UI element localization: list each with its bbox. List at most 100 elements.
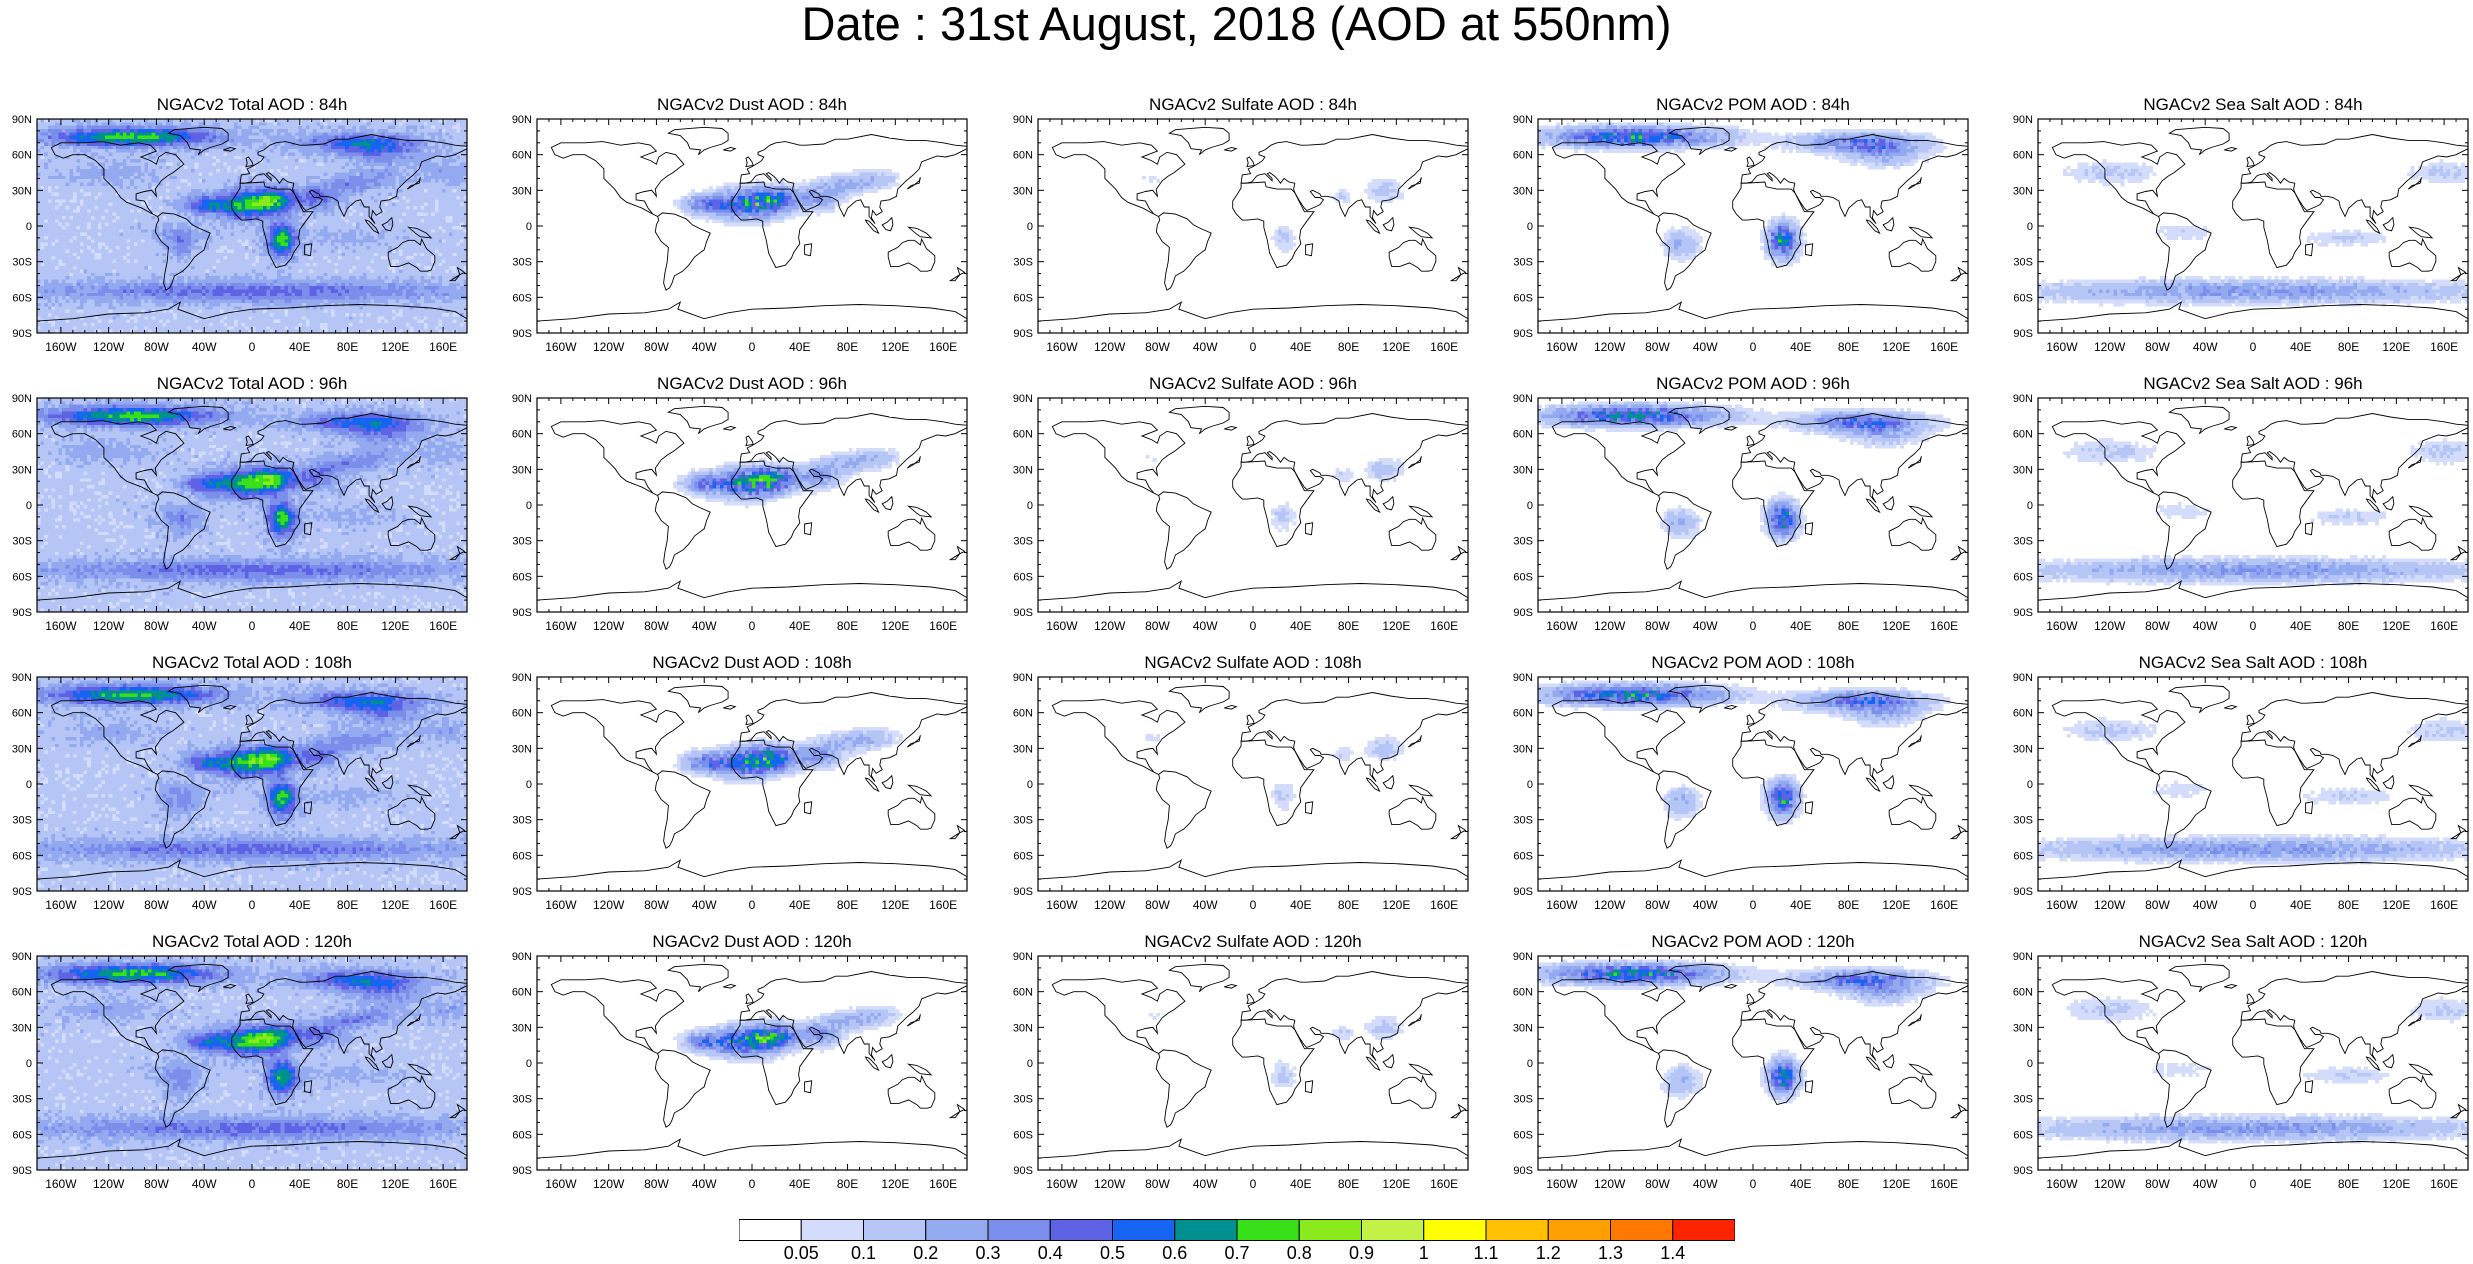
lon-tick-label: 40W <box>692 619 717 633</box>
lat-tick-label: 90S <box>1513 328 1533 340</box>
lon-tick-label: 0 <box>1750 898 1757 912</box>
lon-tick-label: 80W <box>144 619 169 633</box>
lon-tick-label: 40E <box>2290 619 2311 633</box>
panel-title: NGACv2 Sea Salt AOD : 108h <box>2038 652 2468 674</box>
lon-tick-label: 0 <box>249 340 256 354</box>
lat-tick-label: 60S <box>1513 292 1533 304</box>
lon-tick-label: 0 <box>1250 340 1257 354</box>
lat-tick-label: 90S <box>512 886 532 898</box>
lon-tick-label: 120E <box>881 898 909 912</box>
lon-tick-label: 160E <box>2430 340 2458 354</box>
lon-tick-label: 40E <box>1290 619 1311 633</box>
lat-tick-label: 30S <box>2013 815 2033 827</box>
panel-title: NGACv2 POM AOD : 84h <box>1538 94 1968 116</box>
lat-tick-label: 30N <box>2013 743 2033 755</box>
lat-tick-label: 90N <box>2013 672 2033 684</box>
lon-tick-label: 80W <box>144 340 169 354</box>
lat-tick-label: 30N <box>1013 185 1033 197</box>
lat-tick-label: 60S <box>12 571 32 583</box>
lon-tick-label: 0 <box>2250 1177 2257 1191</box>
lat-tick-label: 30S <box>2013 536 2033 548</box>
panel-title: NGACv2 Dust AOD : 84h <box>537 94 967 116</box>
lon-tick-label: 160W <box>545 340 577 354</box>
lat-tick-label: 30S <box>12 1094 32 1106</box>
lat-tick-label: 90N <box>1513 114 1533 126</box>
lat-tick-label: 30S <box>512 815 532 827</box>
lat-tick-label: 60S <box>1513 571 1533 583</box>
lat-tick-label: 60N <box>512 987 532 999</box>
lon-tick-label: 80W <box>1645 1177 1670 1191</box>
lat-tick-label: 60N <box>1013 150 1033 162</box>
lon-tick-label: 120E <box>1382 619 1410 633</box>
lat-tick-label: 30S <box>1013 815 1033 827</box>
lat-tick-label: 30N <box>1013 1022 1033 1034</box>
panel-title: NGACv2 POM AOD : 108h <box>1538 652 1968 674</box>
lat-tick-label: 60N <box>2013 708 2033 720</box>
colorbar-swatch <box>1424 1220 1486 1241</box>
lon-tick-label: 160E <box>929 898 957 912</box>
lon-tick-label: 40E <box>1790 1177 1811 1191</box>
lon-tick-label: 120E <box>2382 340 2410 354</box>
lon-tick-label: 80W <box>1145 619 1170 633</box>
lon-tick-label: 160W <box>1046 1177 1078 1191</box>
panel-title: NGACv2 Sulfate AOD : 84h <box>1038 94 1468 116</box>
lat-tick-label: 30S <box>512 1094 532 1106</box>
lat-tick-label: 90N <box>1013 114 1033 126</box>
lon-tick-label: 80W <box>644 1177 669 1191</box>
panel-title: NGACv2 Dust AOD : 108h <box>537 652 967 674</box>
lon-tick-label: 160W <box>45 619 77 633</box>
lat-tick-label: 90S <box>2013 886 2033 898</box>
lon-tick-label: 40E <box>2290 898 2311 912</box>
lat-tick-label: 30S <box>2013 257 2033 269</box>
colorbar-swatch <box>1050 1220 1112 1241</box>
lat-tick-label: 0 <box>1527 500 1533 512</box>
lat-tick-label: 60S <box>2013 571 2033 583</box>
lat-tick-label: 60S <box>1513 1129 1533 1141</box>
panel-title: NGACv2 Dust AOD : 96h <box>537 373 967 395</box>
lat-tick-label: 90S <box>512 1165 532 1177</box>
lat-tick-label: 60S <box>1513 850 1533 862</box>
lon-tick-label: 0 <box>749 898 756 912</box>
lon-tick-label: 120W <box>1594 1177 1626 1191</box>
lon-tick-label: 80E <box>837 898 858 912</box>
lon-tick-label: 40E <box>789 1177 810 1191</box>
colorbar-swatch <box>1611 1220 1673 1241</box>
lat-tick-label: 0 <box>526 500 532 512</box>
lon-tick-label: 160W <box>1546 619 1578 633</box>
lon-tick-label: 120W <box>593 340 625 354</box>
lon-tick-label: 0 <box>749 619 756 633</box>
lat-tick-label: 60N <box>12 987 32 999</box>
panel-title: NGACv2 POM AOD : 96h <box>1538 373 1968 395</box>
lon-tick-label: 80E <box>2338 898 2359 912</box>
lat-tick-label: 60N <box>12 708 32 720</box>
lat-tick-label: 30S <box>1513 1094 1533 1106</box>
panel-title: NGACv2 POM AOD : 120h <box>1538 931 1968 953</box>
lon-tick-label: 160W <box>2046 340 2078 354</box>
lat-tick-label: 0 <box>26 779 32 791</box>
lon-tick-label: 120W <box>2094 340 2126 354</box>
lat-tick-label: 90S <box>1013 607 1033 619</box>
lon-tick-label: 0 <box>249 619 256 633</box>
colorbar-swatch <box>864 1220 926 1241</box>
lon-tick-label: 40W <box>692 1177 717 1191</box>
lat-tick-label: 60N <box>1513 708 1533 720</box>
colorbar <box>739 1219 1735 1241</box>
panel-title: NGACv2 Total AOD : 108h <box>37 652 467 674</box>
lat-tick-label: 60S <box>12 850 32 862</box>
lat-tick-label: 90N <box>512 672 532 684</box>
lat-tick-label: 60S <box>512 571 532 583</box>
lat-tick-label: 60N <box>2013 150 2033 162</box>
lat-tick-label: 60S <box>1013 1129 1033 1141</box>
lon-tick-label: 40W <box>692 898 717 912</box>
lat-tick-label: 30N <box>1013 743 1033 755</box>
lon-tick-label: 0 <box>2250 340 2257 354</box>
lon-tick-label: 40E <box>289 1177 310 1191</box>
